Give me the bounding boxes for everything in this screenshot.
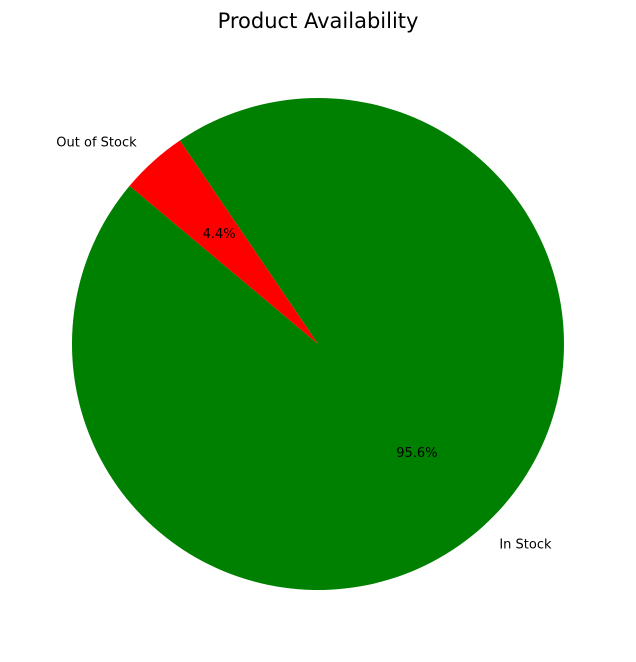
- chart-title: Product Availability: [218, 9, 419, 33]
- slice-percent-out-of-stock: 4.4%: [203, 227, 236, 242]
- pie-slice-out-of-stock: [129, 140, 318, 344]
- pie-slices: [71, 98, 564, 591]
- slice-label-out-of-stock: Out of Stock: [56, 136, 137, 151]
- pie-labels: In Stock 95.6% Out of Stock 4.4%: [56, 136, 552, 553]
- slice-label-in-stock: In Stock: [499, 537, 552, 552]
- slice-percent-in-stock: 95.6%: [396, 446, 437, 461]
- pie-slice-in-stock: [71, 98, 564, 591]
